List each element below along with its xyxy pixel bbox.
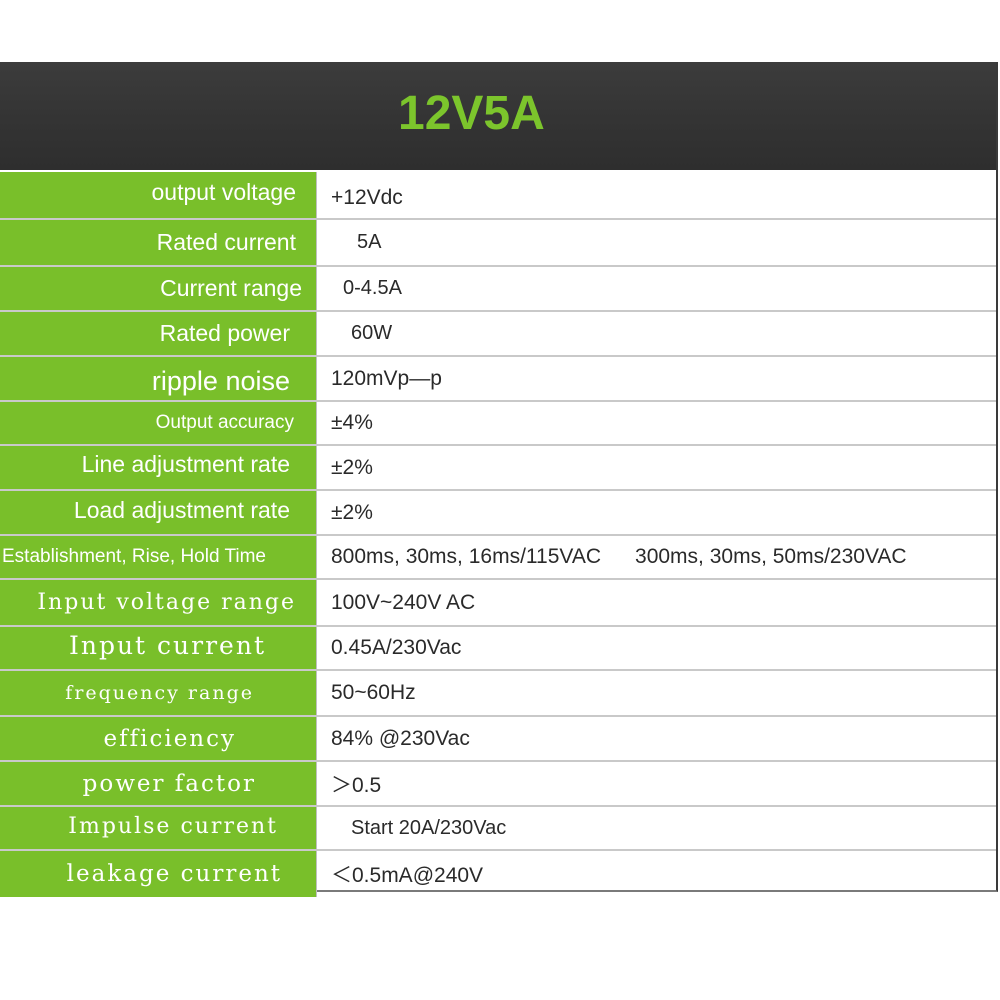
table-row: output voltage +12Vdc xyxy=(0,172,996,218)
table-row: frequency range 50~60Hz xyxy=(0,669,996,715)
row-label: Input voltage range xyxy=(0,580,316,625)
row-value: 800ms, 30ms, 16ms/115VAC 300ms, 30ms, 50… xyxy=(316,536,996,578)
row-value: 0-4.5A xyxy=(316,267,996,310)
row-value: 5A xyxy=(316,220,996,265)
row-value: ＞0.5 xyxy=(316,762,996,805)
row-value: 0.45A/230Vac xyxy=(316,627,996,669)
row-label: frequency range xyxy=(0,671,316,715)
table-row: ripple noise 120mVp—p xyxy=(0,355,996,400)
row-value: 60W xyxy=(316,312,996,355)
table-row: Output accuracy ±4% xyxy=(0,400,996,444)
row-value: 50~60Hz xyxy=(316,671,996,715)
row-label: Line adjustment rate xyxy=(0,446,316,489)
row-label: leakage current xyxy=(0,851,316,897)
table-row: power factor ＞0.5 xyxy=(0,760,996,805)
row-value: ±4% xyxy=(316,402,996,444)
row-value: 84% @230Vac xyxy=(316,717,996,760)
table-row: efficiency 84% @230Vac xyxy=(0,715,996,760)
table-row: Rated current 5A xyxy=(0,218,996,265)
row-label: output voltage xyxy=(0,172,316,218)
spec-table: output voltage +12Vdc Rated current 5A C… xyxy=(0,172,996,897)
table-row: Establishment, Rise, Hold Time 800ms, 30… xyxy=(0,534,996,578)
table-row: Input voltage range 100V~240V AC xyxy=(0,578,996,625)
row-label: power factor xyxy=(0,762,316,805)
header-bar: 12V5A xyxy=(0,62,996,170)
row-label: Output accuracy xyxy=(0,402,316,444)
row-value: +12Vdc xyxy=(316,172,996,218)
row-value: ＜0.5mA@240V xyxy=(316,851,996,897)
row-label: Input current xyxy=(0,627,316,669)
timing-230vac: 300ms, 30ms, 50ms/230VAC xyxy=(635,545,907,568)
product-title: 12V5A xyxy=(398,87,545,140)
row-label: Establishment, Rise, Hold Time xyxy=(0,536,316,578)
row-value: Start 20A/230Vac xyxy=(316,807,996,849)
row-value: 120mVp—p xyxy=(316,357,996,400)
table-row: leakage current ＜0.5mA@240V xyxy=(0,849,996,897)
row-label: Rated power xyxy=(0,312,316,355)
row-label: ripple noise xyxy=(0,357,316,400)
row-value: ±2% xyxy=(316,446,996,489)
row-label: Rated current xyxy=(0,220,316,265)
row-label: Load adjustment rate xyxy=(0,491,316,534)
table-row: Impulse current Start 20A/230Vac xyxy=(0,805,996,849)
timing-115vac: 800ms, 30ms, 16ms/115VAC xyxy=(331,545,602,568)
row-value: 100V~240V AC xyxy=(316,580,996,625)
row-label: Impulse current xyxy=(0,807,316,849)
row-value: ±2% xyxy=(316,491,996,534)
table-row: Current range 0-4.5A xyxy=(0,265,996,310)
spec-sheet: 12V5A output voltage +12Vdc Rated curren… xyxy=(0,62,998,897)
row-label: efficiency xyxy=(0,717,316,760)
table-row: Line adjustment rate ±2% xyxy=(0,444,996,489)
table-row: Input current 0.45A/230Vac xyxy=(0,625,996,669)
table-row: Load adjustment rate ±2% xyxy=(0,489,996,534)
table-row: Rated power 60W xyxy=(0,310,996,355)
row-label: Current range xyxy=(0,267,316,310)
